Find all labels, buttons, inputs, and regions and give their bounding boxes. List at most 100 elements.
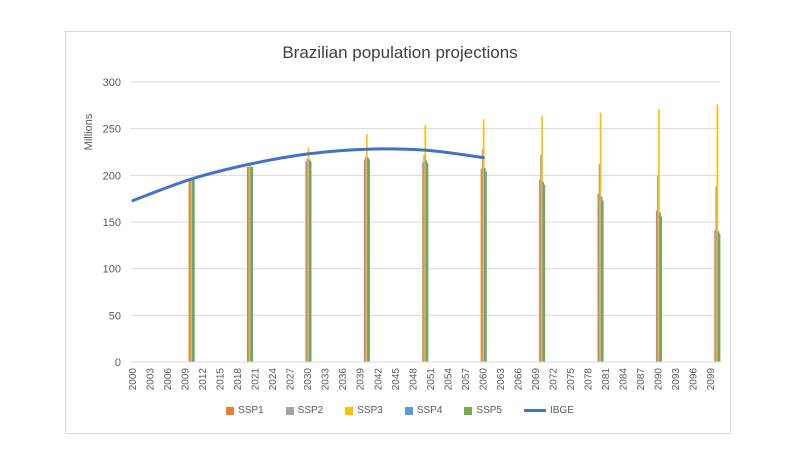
bar-ssp2 xyxy=(657,175,659,362)
x-tick-label: 2045 xyxy=(391,368,402,391)
bar-ssp3 xyxy=(482,119,485,362)
y-tick-label: 250 xyxy=(103,124,121,136)
x-tick-label: 2033 xyxy=(321,368,332,391)
x-tick-label: 2069 xyxy=(531,368,542,391)
bar-ssp5 xyxy=(660,216,663,362)
bar-ssp1 xyxy=(539,180,541,362)
legend-label: SSP5 xyxy=(476,405,502,416)
x-tick-label: 2024 xyxy=(268,368,279,391)
y-tick-label: 150 xyxy=(103,217,121,229)
bar-ssp1 xyxy=(188,180,191,362)
bar-ssp5 xyxy=(368,159,370,362)
bar-ssp5 xyxy=(601,200,604,362)
bar-ssp3 xyxy=(424,124,427,362)
chart-title: Brazilian population projections xyxy=(282,43,518,62)
bar-ssp3 xyxy=(716,104,719,363)
x-tick-label: 2054 xyxy=(443,368,454,391)
bar-ssp1 xyxy=(305,161,308,362)
legend-label: SSP3 xyxy=(357,405,383,416)
x-tick-label: 2072 xyxy=(549,368,560,391)
bar-ssp2 xyxy=(364,156,367,362)
x-tick-label: 2093 xyxy=(671,368,682,391)
x-tick-label: 2096 xyxy=(689,368,700,391)
bar-ssp2 xyxy=(715,186,718,362)
bar-ssp5 xyxy=(192,180,195,362)
y-tick-label: 300 xyxy=(103,77,121,89)
bar-ssp4 xyxy=(191,180,194,362)
bar-ssp1 xyxy=(714,230,717,362)
bar-ssp4 xyxy=(425,160,428,362)
x-tick-label: 2087 xyxy=(636,368,647,391)
bar-ssp1 xyxy=(247,166,249,362)
x-tick-label: 2042 xyxy=(373,368,384,391)
bar-ssp4 xyxy=(367,157,369,362)
x-tick-label: 2063 xyxy=(496,368,507,391)
x-tick-label: 2015 xyxy=(216,368,227,391)
bar-ssp4 xyxy=(250,166,253,362)
x-tick-label: 2081 xyxy=(601,368,612,391)
bar-ssp2 xyxy=(306,158,309,362)
legend-item-ssp1: SSP1 xyxy=(226,405,264,416)
legend-item-ssp2: SSP2 xyxy=(285,405,324,416)
bar-ssp3 xyxy=(190,179,193,362)
legend-label: SSP1 xyxy=(238,405,264,416)
bar-ssp5 xyxy=(309,161,312,362)
legend-label: IBGE xyxy=(549,405,574,416)
legend-swatch xyxy=(523,409,546,412)
x-tick-label: 2036 xyxy=(338,368,349,391)
y-tick-label: 50 xyxy=(109,310,121,322)
legend-label: SSP2 xyxy=(297,405,324,416)
x-tick-label: 2078 xyxy=(584,368,595,391)
x-tick-label: 2066 xyxy=(513,368,524,391)
x-tick-label: 2009 xyxy=(180,368,191,391)
legend-item-ssp5: SSP5 xyxy=(464,405,502,416)
x-tick-label: 2021 xyxy=(251,368,262,391)
line-ibge xyxy=(131,147,485,203)
bar-ssp2 xyxy=(248,166,250,362)
x-tick-label: 2090 xyxy=(654,368,665,391)
legend-label: SSP4 xyxy=(416,405,443,416)
bar-ssp3 xyxy=(366,134,368,362)
legend-swatch xyxy=(226,406,235,415)
bar-ssp5 xyxy=(426,163,429,362)
bar-ssp1 xyxy=(422,162,424,362)
x-tick-label: 2030 xyxy=(303,368,314,391)
bar-ssp3 xyxy=(249,165,251,362)
x-tick-label: 2051 xyxy=(426,368,437,391)
x-tick-label: 2057 xyxy=(461,368,472,391)
y-axis-label: Millions xyxy=(83,113,95,150)
bar-ssp1 xyxy=(597,194,600,362)
x-tick-label: 2027 xyxy=(286,368,297,391)
bar-ssp5 xyxy=(718,234,721,362)
bar-ssp3 xyxy=(541,115,543,362)
x-tick-label: 2012 xyxy=(198,368,209,391)
x-tick-label: 2048 xyxy=(408,368,419,391)
bar-ssp2 xyxy=(540,154,542,362)
bar-ssp4 xyxy=(483,167,486,362)
legend-item-ibge: IBGE xyxy=(523,405,574,416)
legend-item-ssp3: SSP3 xyxy=(345,405,383,416)
x-tick-label: 2084 xyxy=(619,368,630,391)
bar-ssp4 xyxy=(308,159,311,362)
y-tick-label: 200 xyxy=(103,170,121,182)
y-tick-label: 0 xyxy=(115,357,121,369)
bar-ssp2 xyxy=(189,180,192,362)
bar-ssp1 xyxy=(363,159,366,362)
bar-ssp5 xyxy=(485,171,487,362)
x-tick-label: 2075 xyxy=(566,368,577,391)
bar-ssp3 xyxy=(307,147,310,362)
bar-ssp2 xyxy=(598,164,601,362)
x-tick-label: 2003 xyxy=(145,368,156,391)
bar-ssp5 xyxy=(543,184,546,362)
bar-ssp4 xyxy=(600,196,603,362)
legend-swatch xyxy=(464,406,473,415)
x-tick-label: 2039 xyxy=(356,368,367,391)
bar-ssp4 xyxy=(659,212,661,362)
x-tick-label: 2006 xyxy=(163,368,174,391)
x-tick-label: 2018 xyxy=(233,368,244,391)
bar-ssp4 xyxy=(542,181,545,362)
x-tick-label: 2060 xyxy=(478,368,489,391)
legend-swatch xyxy=(404,406,413,415)
x-tick-label: 2000 xyxy=(128,368,139,391)
